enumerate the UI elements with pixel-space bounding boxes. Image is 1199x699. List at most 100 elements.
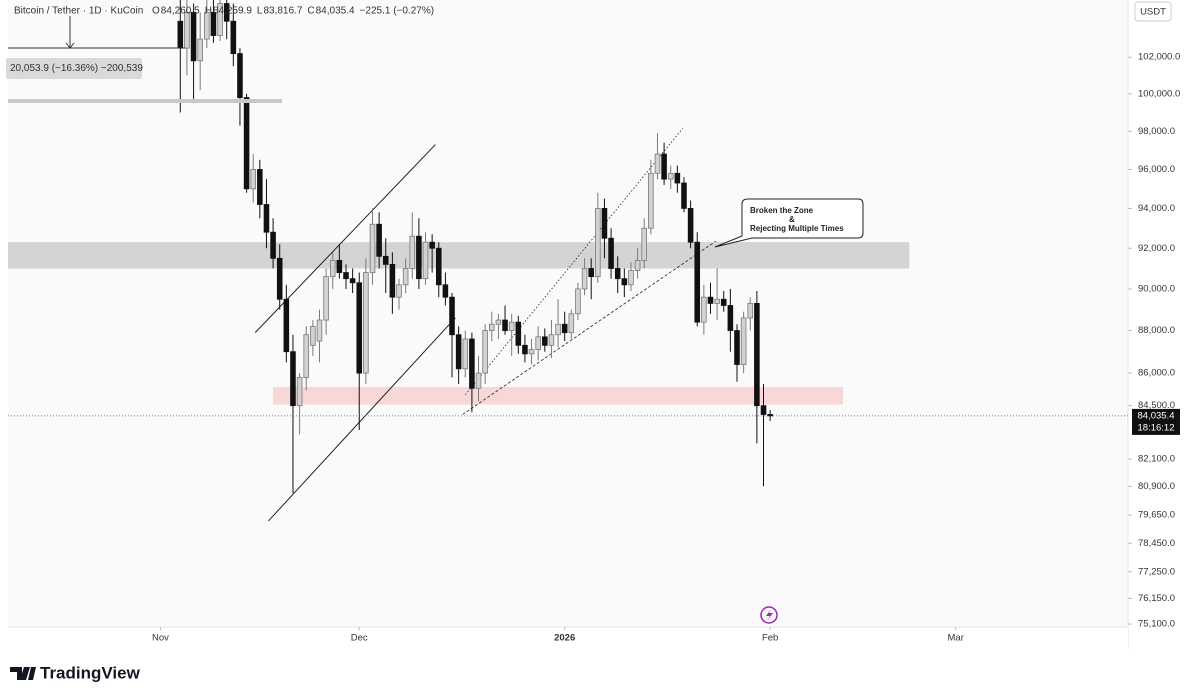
candle: [502, 305, 508, 335]
axes: 102,000.0 100,000.0 98,000.0 96,000.0 94,000…: [8, 52, 1180, 644]
candle: [263, 179, 270, 249]
candle-body: [515, 321, 522, 346]
candle: [217, 0, 223, 41]
plot-background: [8, 0, 1128, 627]
candle: [621, 268, 628, 298]
brand-logo: TradingView: [10, 663, 141, 682]
candle: [701, 284, 707, 335]
candle: [223, 0, 230, 40]
candle-body: [740, 317, 747, 365]
candle-body: [177, 20, 184, 49]
measure-label: 20,053.9 (−16.36%) −200,539: [10, 63, 143, 74]
candle: [522, 334, 528, 363]
candle: [449, 293, 455, 378]
candle: [349, 268, 356, 294]
candle-body: [455, 334, 462, 370]
candle: [727, 288, 734, 352]
candle-body: [502, 319, 508, 331]
currency-badge[interactable]: [1134, 1, 1172, 22]
candle-body: [435, 247, 442, 286]
candle: [634, 248, 641, 279]
candle: [475, 355, 482, 402]
y-tick-label: 86,000.0: [1138, 368, 1175, 379]
alert-icon-bolt: [766, 609, 773, 621]
candle-body: [263, 204, 270, 233]
candle: [197, 12, 203, 91]
candle-body: [681, 182, 687, 209]
y-tick-label: 75,100.0: [1138, 619, 1175, 630]
candle-body: [588, 268, 594, 278]
measure-box: [6, 58, 142, 79]
candle: [489, 311, 495, 342]
candle: [422, 232, 429, 285]
candle: [687, 200, 694, 249]
candle-body: [204, 11, 210, 40]
candle-body: [747, 302, 754, 319]
candle-body: [667, 172, 674, 180]
candle: [310, 320, 316, 356]
time-scale-panel: [8, 627, 1128, 650]
candle: [442, 272, 449, 306]
candle-body: [237, 53, 243, 98]
candle-body: [595, 208, 601, 278]
candle: [575, 282, 581, 321]
candle: [409, 212, 416, 279]
countdown-label: 18:16:12: [1138, 422, 1175, 433]
candle: [754, 290, 760, 444]
candle: [250, 154, 256, 203]
candle-body: [694, 241, 701, 323]
candle: [714, 268, 720, 321]
candle-body: [614, 268, 621, 280]
ohlc-value: 83,816.7: [263, 6, 302, 17]
alert-icon[interactable]: [760, 606, 778, 624]
candle-body: [349, 278, 356, 284]
ohlc-key: H: [205, 6, 212, 17]
candle: [270, 218, 276, 269]
candle-body: [270, 231, 276, 259]
zone: [273, 386, 844, 405]
price-scale-panel: [1128, 0, 1199, 650]
candle: [290, 334, 296, 494]
candle: [734, 324, 740, 382]
x-tick-label: Nov: [152, 633, 169, 644]
candle-body: [648, 172, 654, 229]
candle: [648, 159, 654, 235]
candle-body: [363, 272, 369, 374]
symbol-title: Bitcoin / Tether · 1D · KuCoin: [14, 6, 143, 17]
candle-body: [223, 3, 230, 22]
candle: [548, 320, 555, 359]
candle: [230, 3, 237, 67]
candle: [363, 258, 369, 384]
candle-body: [575, 288, 581, 315]
candle: [568, 309, 575, 339]
candle: [462, 330, 469, 378]
candle-body: [336, 259, 343, 273]
candle-body: [409, 235, 416, 269]
x-tick-label: Dec: [351, 633, 368, 644]
candle-body: [601, 208, 608, 239]
candle-body: [720, 298, 727, 306]
candle: [740, 311, 747, 374]
candle-body: [190, 11, 197, 62]
candle-body: [754, 302, 760, 407]
y-tick-label: 84,500.0: [1138, 400, 1175, 411]
candle-body: [535, 336, 541, 350]
candle: [528, 338, 535, 365]
candle-body: [674, 172, 681, 184]
candle-body: [734, 330, 740, 365]
candle-body: [316, 319, 323, 342]
candle: [343, 264, 349, 289]
candle-body: [714, 298, 720, 304]
candle: [747, 297, 754, 331]
x-tick-label: 2026: [554, 633, 575, 644]
candle: [654, 133, 661, 180]
candle: [667, 165, 674, 189]
currency-label: USDT: [1140, 7, 1166, 18]
x-tick-label: Feb: [762, 633, 778, 644]
ohlc-value: 84,260.5: [161, 6, 200, 17]
candle: [283, 284, 290, 363]
candle-body: [429, 241, 435, 249]
y-tick-label: 90,000.0: [1138, 283, 1175, 294]
candle-body: [528, 349, 535, 355]
